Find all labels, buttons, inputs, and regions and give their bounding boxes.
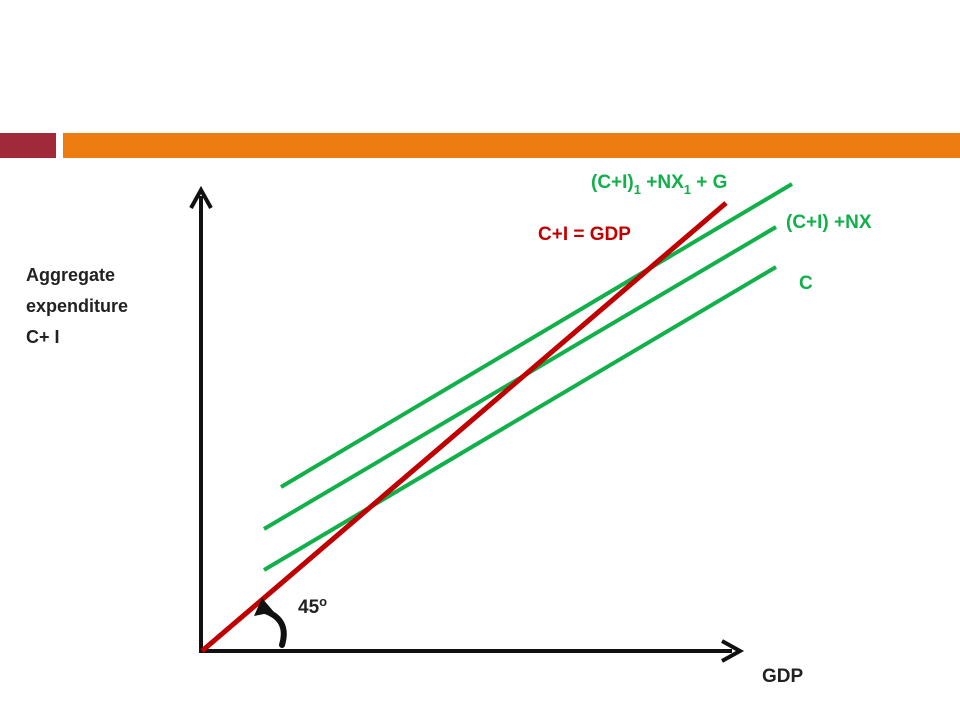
x-axis-arrowhead (721, 639, 745, 663)
y-axis-label-line-2: expenditure (26, 296, 129, 316)
header-accent-bar-left (0, 133, 56, 158)
label-c-i-nx: (C+I) +NX (786, 212, 872, 233)
line-45-degree (200, 201, 728, 653)
line-c-i-nx1-g (279, 182, 794, 489)
y-axis-label-line-1: Aggregate (26, 265, 116, 285)
y-axis-label: Aggregate expenditure C+ I (26, 260, 128, 353)
line-c (262, 265, 778, 572)
label-c-i-nx1-g: (C+I)1 +NX1 + G (591, 172, 727, 197)
label-c-i-gdp: C+I = GDP (538, 224, 631, 245)
y-axis-label-line-3: C+ I (26, 327, 60, 347)
label-c: C (799, 273, 813, 294)
header-accent-bar-right (63, 133, 960, 158)
label-45-degree: 45o (298, 594, 327, 618)
curved-arrow-icon (254, 598, 287, 648)
label-x-axis-gdp: GDP (762, 666, 804, 687)
y-axis-arrowhead (189, 185, 213, 209)
